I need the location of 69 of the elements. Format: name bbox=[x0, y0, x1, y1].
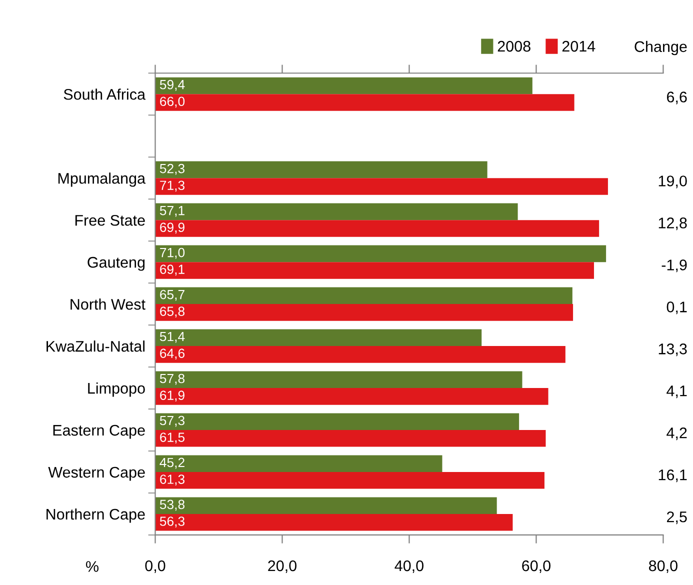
bar bbox=[155, 178, 608, 195]
data-label: 71,0 bbox=[160, 248, 185, 259]
bar bbox=[155, 220, 600, 237]
text: Change bbox=[634, 40, 687, 56]
y-tick-label: Gauteng bbox=[88, 256, 145, 271]
bar bbox=[155, 346, 566, 363]
bar bbox=[155, 497, 497, 514]
data-label: 57,8 bbox=[160, 374, 185, 385]
bar bbox=[155, 77, 532, 94]
bar bbox=[155, 262, 594, 279]
data-label: 71,3 bbox=[160, 180, 184, 192]
x-tick-label: 60,0 bbox=[522, 560, 550, 574]
text: 0,1 bbox=[666, 302, 687, 314]
annotation: 19,0 bbox=[658, 176, 687, 188]
bar bbox=[155, 161, 488, 178]
data-label: 61,3 bbox=[160, 474, 184, 486]
x-tick-label: 20,0 bbox=[268, 560, 296, 574]
bar bbox=[155, 287, 572, 304]
data-label: 59,4 bbox=[160, 80, 185, 91]
y-tick-label: Mpumalanga bbox=[58, 172, 146, 187]
y-tick-label: Free State bbox=[75, 214, 145, 226]
y-tick-label: Western Cape bbox=[48, 466, 145, 481]
y-tick-label: South Africa bbox=[64, 88, 146, 100]
annotation: -1,9 bbox=[662, 260, 687, 272]
y-tick-label: North West bbox=[70, 298, 146, 310]
data-label: 65,7 bbox=[160, 290, 184, 301]
bar bbox=[155, 455, 442, 472]
y-tick-label: Eastern Cape bbox=[53, 424, 145, 439]
data-label: 56,3 bbox=[160, 516, 184, 528]
data-label: 52,3 bbox=[160, 164, 184, 175]
bar bbox=[155, 329, 482, 346]
bar bbox=[155, 514, 513, 531]
bar bbox=[155, 94, 574, 111]
text: 4,2 bbox=[666, 427, 687, 440]
data-label: 69,1 bbox=[160, 264, 184, 276]
data-label: 53,8 bbox=[160, 500, 185, 511]
legend-label: 2008 bbox=[498, 40, 530, 52]
data-label: 57,1 bbox=[160, 206, 184, 217]
data-label: 64,6 bbox=[160, 348, 184, 360]
bar bbox=[155, 472, 544, 489]
data-label: 51,4 bbox=[160, 332, 185, 343]
bar bbox=[155, 245, 606, 262]
data-label: 65,8 bbox=[160, 306, 185, 318]
data-label: 45,2 bbox=[160, 458, 184, 469]
bar bbox=[155, 371, 522, 388]
data-label: 57,3 bbox=[160, 416, 184, 427]
y-tick-label: Limpopo bbox=[88, 382, 145, 397]
text: 2,5 bbox=[666, 511, 687, 524]
legend-label: 2014 bbox=[562, 40, 596, 52]
data-label: 61,9 bbox=[160, 390, 184, 402]
bar bbox=[155, 413, 520, 430]
bar bbox=[155, 430, 546, 447]
annotation: 16,1 bbox=[658, 469, 687, 482]
annotation: 13,3 bbox=[658, 344, 687, 356]
text: 4,1 bbox=[666, 386, 687, 398]
annotation: 12,8 bbox=[658, 218, 687, 230]
bar bbox=[155, 203, 518, 220]
data-label: 69,9 bbox=[160, 222, 184, 234]
x-tick-label: 0,0 bbox=[145, 560, 166, 574]
text: 6,6 bbox=[666, 92, 687, 104]
x-tick-label: 40,0 bbox=[394, 560, 424, 574]
x-tick-label: 80,0 bbox=[649, 560, 678, 574]
x-axis-title: % bbox=[86, 561, 98, 572]
y-tick-label: KwaZulu-Natal bbox=[46, 340, 144, 352]
bar bbox=[155, 304, 574, 321]
bar bbox=[155, 388, 548, 405]
y-tick-label: Northern Cape bbox=[46, 508, 145, 523]
data-label: 61,5 bbox=[160, 432, 185, 444]
data-label: 66,0 bbox=[160, 96, 185, 108]
